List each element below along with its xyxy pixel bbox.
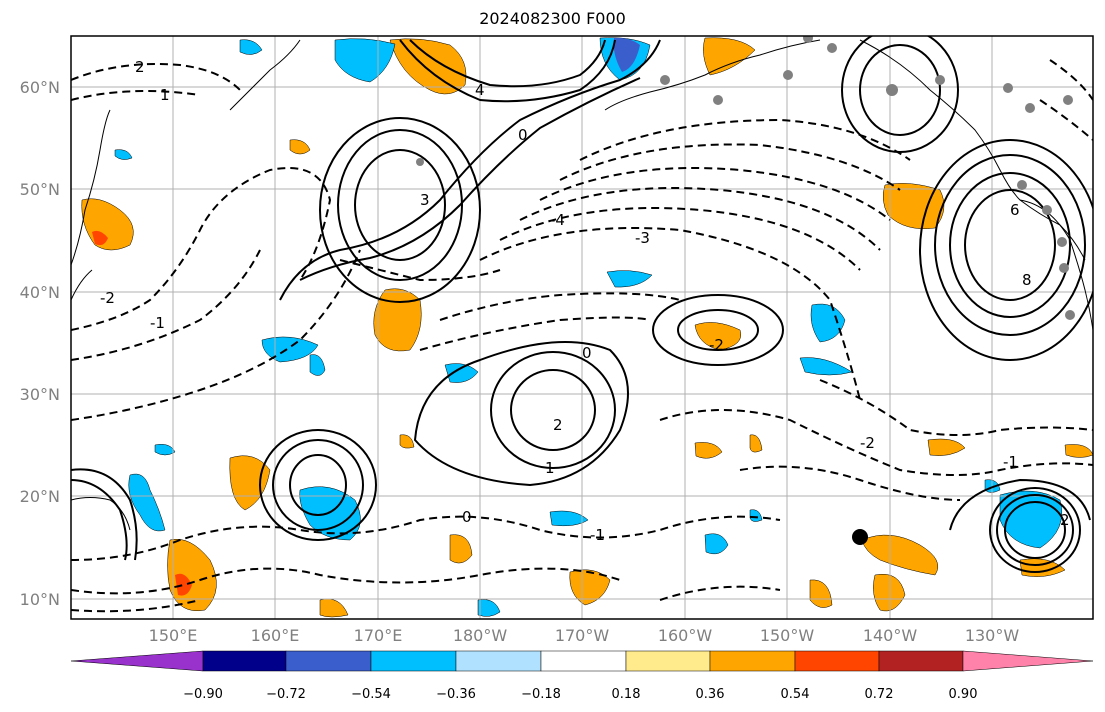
contour-label: 8 — [1022, 271, 1032, 289]
contour-label: -1 — [150, 314, 165, 332]
longitude-label: 160°W — [657, 626, 713, 645]
colorbar-tick-label: −0.54 — [351, 687, 391, 702]
colorbar — [70, 650, 1094, 672]
longitude-label: 170°W — [554, 626, 610, 645]
colorbar-tick-label: 0.36 — [695, 687, 725, 702]
contour-label: 1 — [545, 459, 555, 477]
contour-label: 0 — [582, 344, 592, 362]
contour-label: 0 — [462, 508, 472, 526]
map-frame — [70, 35, 1094, 620]
contour-label: -1 — [590, 526, 605, 544]
positive-contours — [71, 36, 1093, 573]
contour-label: -2 — [860, 434, 875, 452]
map-title: 2024082300 F000 — [479, 9, 626, 28]
latitude-label: 30°N — [19, 385, 60, 404]
map-plot-area: 2 1 0 -1 -2 -3 -4 3 4 6 8 0 -2 1 2 -1 -2… — [71, 36, 1093, 619]
contour-label: 1 — [160, 86, 170, 104]
positive-anomaly-shading — [81, 37, 1093, 618]
latitude-label: 20°N — [19, 487, 60, 506]
contour-label: -3 — [635, 229, 650, 247]
longitude-label: 180°W — [452, 626, 508, 645]
longitude-label: 150°E — [148, 626, 198, 645]
longitude-label: 140°W — [862, 626, 918, 645]
colorbar-tick-label: −0.18 — [521, 687, 561, 702]
latitude-label: 40°N — [19, 283, 60, 302]
contour-label: 4 — [475, 81, 485, 99]
graticule — [71, 36, 1093, 619]
contour-label: 3 — [420, 191, 430, 209]
negative-anomaly-shading — [114, 37, 1062, 617]
longitude-label: 150°W — [759, 626, 815, 645]
longitude-label: 160°E — [250, 626, 300, 645]
longitude-label: 130°W — [964, 626, 1020, 645]
contour-label: -1 — [1003, 453, 1018, 471]
colorbar-tick-label: −0.36 — [436, 687, 476, 702]
strong-positive-anomaly-shading — [92, 230, 192, 596]
latitude-label: 10°N — [19, 590, 60, 609]
contour-labels: 2 1 0 -1 -2 -3 -4 3 4 6 8 0 -2 1 2 -1 -2… — [100, 58, 1070, 544]
storm-center-marker — [852, 529, 868, 545]
colorbar-tick-label: 0.18 — [611, 687, 641, 702]
colorbar-tick-label: −0.90 — [183, 687, 223, 702]
colorbar-tick-label: 0.72 — [864, 687, 894, 702]
colorbar-tick-label: 0.54 — [780, 687, 810, 702]
contour-label: -2 — [100, 289, 115, 307]
station-markers — [416, 36, 1075, 320]
strong-negative-anomaly-shading — [613, 37, 640, 72]
contour-label: 2 — [135, 58, 145, 76]
negative-contours — [71, 59, 1093, 613]
contour-label: -4 — [550, 211, 565, 229]
colorbar-tick-label: −0.72 — [266, 687, 306, 702]
colorbar-tick-label: 0.90 — [948, 687, 978, 702]
contour-label: 2 — [553, 416, 563, 434]
latitude-label: 50°N — [19, 180, 60, 199]
contour-label: 2 — [1060, 511, 1070, 529]
longitude-label: 170°E — [353, 626, 403, 645]
contour-label: 6 — [1010, 201, 1020, 219]
contour-label: -2 — [709, 336, 724, 354]
contour-label: 0 — [518, 126, 528, 144]
latitude-label: 60°N — [19, 78, 60, 97]
